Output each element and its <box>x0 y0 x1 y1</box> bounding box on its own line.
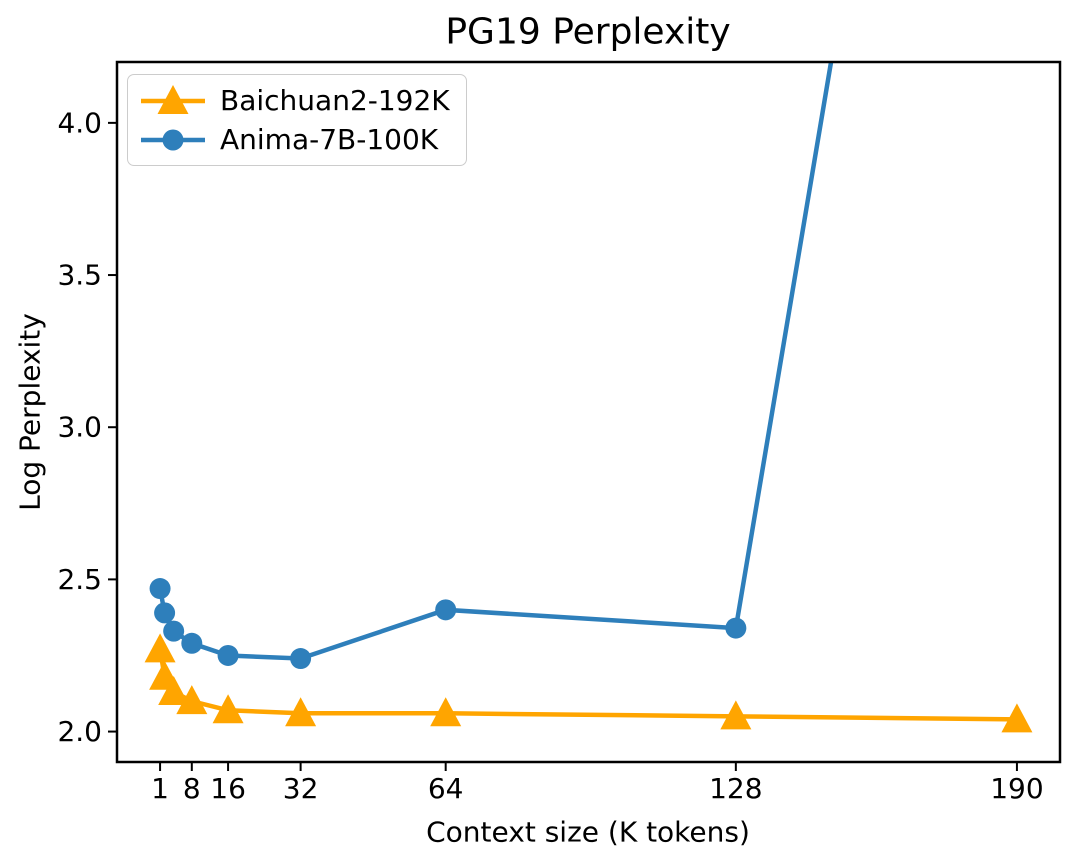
triangle-marker-icon <box>720 700 752 730</box>
triangle-marker-icon <box>157 84 189 114</box>
y-tick-label: 4.0 <box>57 106 102 139</box>
circle-marker-icon <box>163 620 185 642</box>
triangle-marker-icon <box>144 633 176 663</box>
triangle-marker-icon <box>285 697 317 727</box>
y-tick-label: 3.0 <box>57 411 102 444</box>
circle-marker-icon <box>725 617 747 639</box>
x-tick-label: 190 <box>990 772 1043 805</box>
y-tick-label: 2.0 <box>57 715 102 748</box>
x-tick-label: 128 <box>709 772 762 805</box>
legend: Baichuan2-192K Anima-7B-100K <box>127 74 467 166</box>
x-tick-label: 8 <box>183 772 201 805</box>
triangle-marker-icon <box>141 84 205 114</box>
x-tick-label: 1 <box>151 772 169 805</box>
legend-label: Baichuan2-192K <box>220 84 450 117</box>
legend-label: Anima-7B-100K <box>220 123 439 156</box>
x-tick-label: 64 <box>428 772 464 805</box>
circle-marker-icon <box>290 648 312 670</box>
triangle-marker-icon <box>1001 703 1033 733</box>
triangle-marker-icon <box>158 676 190 705</box>
x-tick-label: 16 <box>210 772 246 805</box>
circle-marker-icon <box>162 129 184 150</box>
x-tick-label: 32 <box>283 772 319 805</box>
legend-item-baichuan2: Baichuan2-192K <box>140 82 450 119</box>
y-tick-label: 2.5 <box>57 563 102 596</box>
triangle-marker-icon <box>430 697 462 727</box>
plot-border <box>115 60 1062 764</box>
triangle-marker-icon <box>212 694 244 724</box>
circle-marker-icon <box>141 129 205 150</box>
x-axis-label: Context size (K tokens) <box>426 815 750 849</box>
circle-marker-icon <box>181 632 203 654</box>
chart-title: PG19 Perplexity <box>445 11 731 53</box>
y-tick-label: 3.5 <box>57 259 102 292</box>
circle-marker-icon <box>149 578 171 600</box>
legend-item-anima: Anima-7B-100K <box>140 121 450 158</box>
circle-marker-icon <box>154 602 176 624</box>
triangle-marker-icon <box>176 685 208 715</box>
circle-marker-icon <box>217 644 239 666</box>
circle-marker-icon <box>435 599 457 621</box>
